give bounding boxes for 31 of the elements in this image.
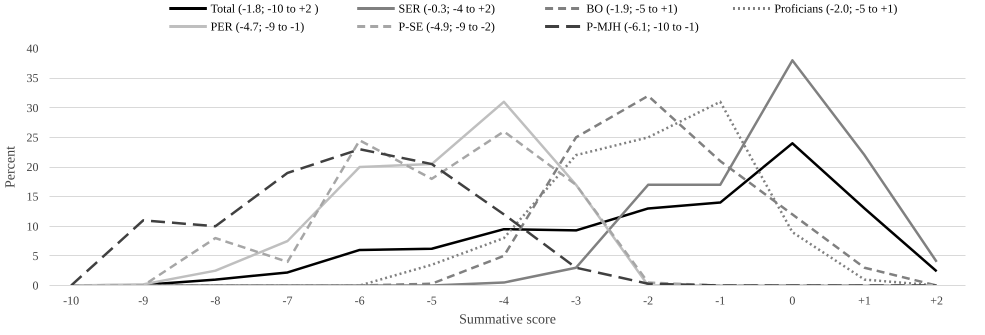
x-tick-label: -3 bbox=[571, 294, 582, 308]
x-tick-label: +2 bbox=[930, 294, 944, 308]
x-tick-label: 0 bbox=[789, 294, 796, 308]
y-tick-label: 20 bbox=[26, 160, 38, 174]
y-tick-label: 25 bbox=[26, 130, 38, 144]
legend-label: PER (-4.7; -9 to -1) bbox=[210, 20, 304, 34]
y-tick-label: 5 bbox=[32, 248, 38, 263]
legend-label: Total (-1.8; -10 to +2 ) bbox=[210, 2, 319, 16]
legend-label: BO (-1.9; -5 to +1) bbox=[586, 2, 678, 16]
y-tick-label: 10 bbox=[26, 219, 38, 234]
x-tick-label: -6 bbox=[354, 294, 365, 308]
x-tick-label: -4 bbox=[498, 294, 509, 308]
y-tick-label: 0 bbox=[32, 278, 38, 292]
y-tick-label: 40 bbox=[26, 42, 38, 56]
legend-label: P-SE (-4.9; -9 to -2) bbox=[398, 20, 495, 34]
x-tick-label: +1 bbox=[858, 294, 871, 308]
x-tick-label: -10 bbox=[63, 294, 80, 308]
y-tick-label: 15 bbox=[26, 190, 38, 204]
x-axis-title: Summative score bbox=[459, 312, 556, 328]
x-tick-label: -8 bbox=[210, 294, 220, 308]
legend-label: Proficians (-2.0; -5 to +1) bbox=[774, 2, 898, 16]
y-tick-label: 30 bbox=[26, 100, 38, 115]
x-tick-label: -9 bbox=[138, 294, 148, 308]
legend-label: P-MJH (-6.1; -10 to -1) bbox=[586, 20, 699, 34]
y-axis-title: Percent bbox=[4, 146, 18, 188]
x-tick-label: -2 bbox=[643, 294, 654, 308]
y-tick-label: 35 bbox=[26, 71, 38, 86]
x-tick-label: -7 bbox=[282, 294, 293, 308]
x-tick-label: -5 bbox=[426, 294, 437, 308]
x-tick-label: -1 bbox=[715, 294, 726, 308]
legend-label: SER (-0.3; -4 to +2) bbox=[398, 2, 495, 16]
